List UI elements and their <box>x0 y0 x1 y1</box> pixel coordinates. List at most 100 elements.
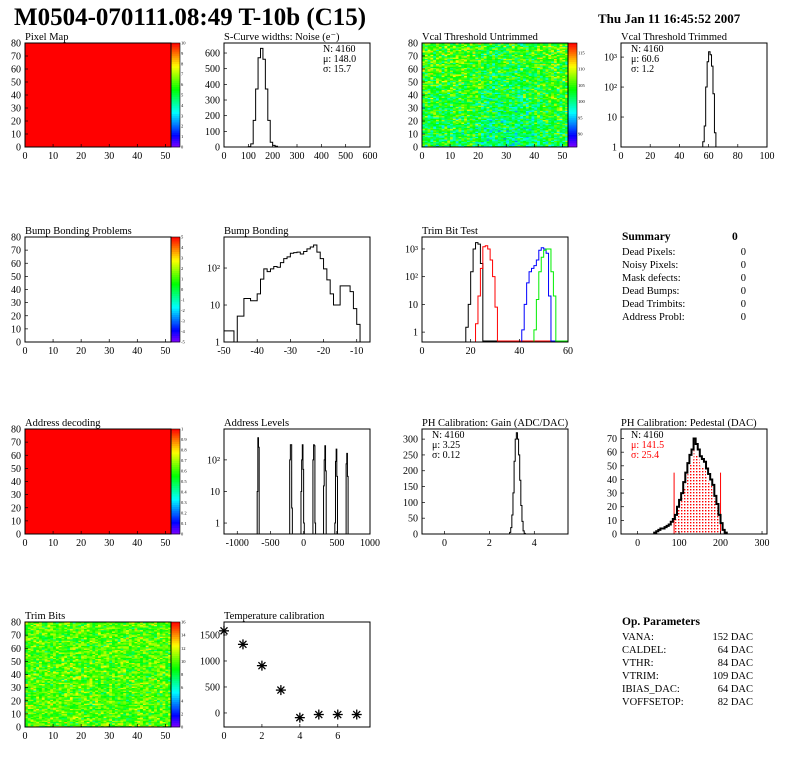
heatmap-cell <box>565 123 569 126</box>
heatmap-cell <box>427 135 431 137</box>
heatmap-cell <box>562 97 566 100</box>
heatmap-cell <box>545 66 549 68</box>
heatmap-cell <box>559 134 563 136</box>
heatmap-cell <box>475 140 479 143</box>
heatmap-cell <box>528 127 532 130</box>
heatmap-cell <box>444 52 448 54</box>
heatmap-cell <box>466 109 471 111</box>
heatmap-cell <box>537 122 541 124</box>
heatmap-cell <box>520 85 524 88</box>
color-bar-segment <box>171 306 180 309</box>
heatmap-cell <box>475 69 479 71</box>
heatmap-cell <box>475 45 479 48</box>
heatmap-cell <box>455 63 459 66</box>
heatmap-cell <box>562 49 566 52</box>
heatmap-cell <box>472 144 476 146</box>
heatmap-cell <box>509 71 513 74</box>
heatmap-cell <box>472 58 476 61</box>
heatmap-cell <box>458 143 462 145</box>
heatmap-cell <box>506 75 510 78</box>
heatmap-cell <box>27 657 31 660</box>
heatmap-cell <box>438 139 442 141</box>
heatmap-cell <box>542 105 546 107</box>
heatmap-cell <box>517 70 521 72</box>
heatmap-cell <box>27 692 31 695</box>
heatmap-cell <box>480 95 485 97</box>
heatmap-cell <box>506 87 510 89</box>
heatmap-cell <box>472 43 476 45</box>
heatmap-cell <box>542 137 546 140</box>
heatmap-cell <box>458 127 462 130</box>
heatmap-cell <box>461 71 465 74</box>
heatmap-cell <box>514 113 518 115</box>
heatmap-cell <box>464 72 468 75</box>
heatmap-cell <box>559 48 563 50</box>
heatmap-cell <box>486 43 490 45</box>
y-tick-label: 300 <box>205 96 220 107</box>
heatmap-cell <box>553 109 558 111</box>
heatmap-cell <box>517 75 521 78</box>
heatmap-cell <box>556 50 560 53</box>
heatmap-cell <box>450 92 454 94</box>
heatmap-cell <box>424 50 428 53</box>
heatmap-cell <box>542 131 546 133</box>
heatmap-cell <box>483 97 487 100</box>
heatmap-cell <box>424 93 428 96</box>
heatmap-cell <box>452 126 456 128</box>
heatmap-cell <box>27 667 31 670</box>
heatmap-cell <box>424 131 428 133</box>
heatmap-cell <box>492 108 496 110</box>
color-bar-segment <box>171 57 180 60</box>
heatmap-cell <box>492 132 496 135</box>
heatmap-cell <box>478 126 482 128</box>
heatmap-cell <box>489 101 493 104</box>
heatmap-cell <box>520 122 524 124</box>
heatmap-cell <box>452 91 456 93</box>
heatmap-cell <box>559 45 563 48</box>
heatmap-cell <box>447 75 451 78</box>
heatmap-cell <box>495 78 499 80</box>
heatmap-cell <box>450 83 454 85</box>
heatmap-cell <box>514 89 518 92</box>
heatmap-cell <box>500 48 504 50</box>
heatmap-cell <box>486 80 490 83</box>
chart-title: Vcal Threshold Untrimmed <box>422 32 539 43</box>
heatmap-cell <box>537 92 541 94</box>
color-bar-tick-label: 6 <box>181 82 184 87</box>
heatmap-cell <box>539 132 544 135</box>
heatmap-cell <box>438 63 442 66</box>
heatmap-cell <box>542 143 546 145</box>
fit-stats-line: μ: 141.5 <box>631 440 664 451</box>
heatmap-cell <box>441 122 445 124</box>
heatmap-cell <box>565 132 569 135</box>
heatmap-cell <box>466 62 471 65</box>
heatmap-cell <box>447 95 451 97</box>
heatmap-cell <box>472 85 476 88</box>
heatmap-cell <box>483 52 487 54</box>
table-row-value: 0 <box>741 312 746 323</box>
table-row-value: 0 <box>741 260 746 271</box>
heatmap-cell <box>472 49 476 52</box>
heatmap-cell <box>542 62 546 65</box>
heatmap-cell <box>458 141 462 144</box>
heatmap-cell <box>469 66 473 68</box>
heatmap-cell <box>553 108 558 110</box>
heatmap-cell <box>30 681 34 683</box>
heatmap-cell <box>433 61 437 63</box>
heatmap-cell <box>497 56 501 58</box>
color-bar-segment <box>171 107 180 110</box>
heatmap-cell <box>483 57 487 59</box>
heatmap-cell <box>469 144 473 146</box>
color-bar-tick-label: 0.8 <box>181 448 187 453</box>
heatmap-cell <box>517 87 521 89</box>
heatmap-cell <box>436 106 440 109</box>
heatmap-cell <box>486 109 490 111</box>
heatmap-cell <box>458 54 462 57</box>
heatmap-cell <box>531 122 535 124</box>
heatmap-cell <box>553 79 558 81</box>
heatmap-cell <box>548 114 552 117</box>
heatmap-cell <box>424 83 428 85</box>
heatmap-cell <box>528 101 532 104</box>
heatmap-cell <box>492 135 496 137</box>
heatmap-cell <box>483 114 487 117</box>
